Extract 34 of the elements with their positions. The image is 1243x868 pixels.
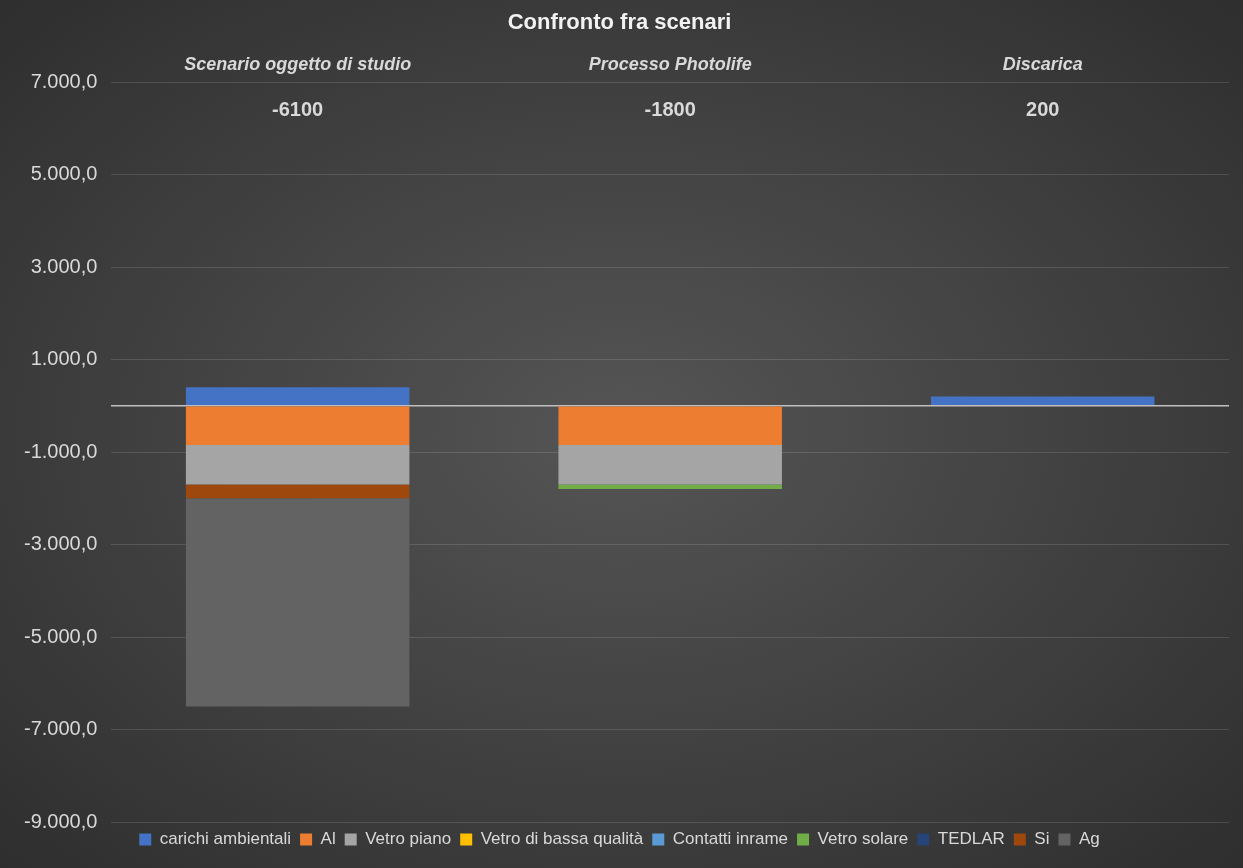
bar xyxy=(558,406,782,446)
y-tick-label: 1.000,0 xyxy=(30,347,98,370)
y-tick-label: 5.000,0 xyxy=(30,162,98,185)
bar xyxy=(558,484,782,489)
bar xyxy=(185,484,410,499)
y-tick-label: 7.000,0 xyxy=(30,69,98,92)
bar xyxy=(185,406,410,446)
annotation: -1800 xyxy=(644,97,696,120)
legend-label: Si xyxy=(1034,829,1050,849)
legend-label: Vetro solare xyxy=(817,829,909,849)
y-tick-label: -9.000,0 xyxy=(24,809,98,832)
y-tick-label: -7.000,0 xyxy=(24,717,98,740)
bar xyxy=(185,387,410,405)
y-tick-label: -3.000,0 xyxy=(24,532,98,555)
bar xyxy=(558,445,782,485)
y-tick-label: -5.000,0 xyxy=(24,624,98,647)
legend-label: Contatti inrame xyxy=(672,829,789,849)
bar xyxy=(930,396,1155,405)
legend-label: carichi ambientali xyxy=(159,829,292,849)
legend-label: TEDLAR xyxy=(937,829,1005,849)
annotation: 200 xyxy=(1026,97,1060,120)
legend-label: Al xyxy=(320,829,336,849)
legend-label: Vetro piano xyxy=(365,829,452,849)
chart-title: Confronto fra scenari xyxy=(507,9,732,35)
annotation: -6100 xyxy=(272,97,324,120)
y-tick-label: 3.000,0 xyxy=(30,254,98,277)
x-tick-label: Processo Photolife xyxy=(588,54,752,75)
legend-label: Ag xyxy=(1078,829,1100,849)
bar xyxy=(185,498,410,707)
legend-label: Vetro di bassa qualità xyxy=(480,829,644,849)
bar xyxy=(185,445,410,485)
x-tick-label: Discarica xyxy=(1002,54,1083,75)
x-tick-label: Scenario oggetto di studio xyxy=(184,54,412,75)
y-tick-label: -1.000,0 xyxy=(24,439,98,462)
